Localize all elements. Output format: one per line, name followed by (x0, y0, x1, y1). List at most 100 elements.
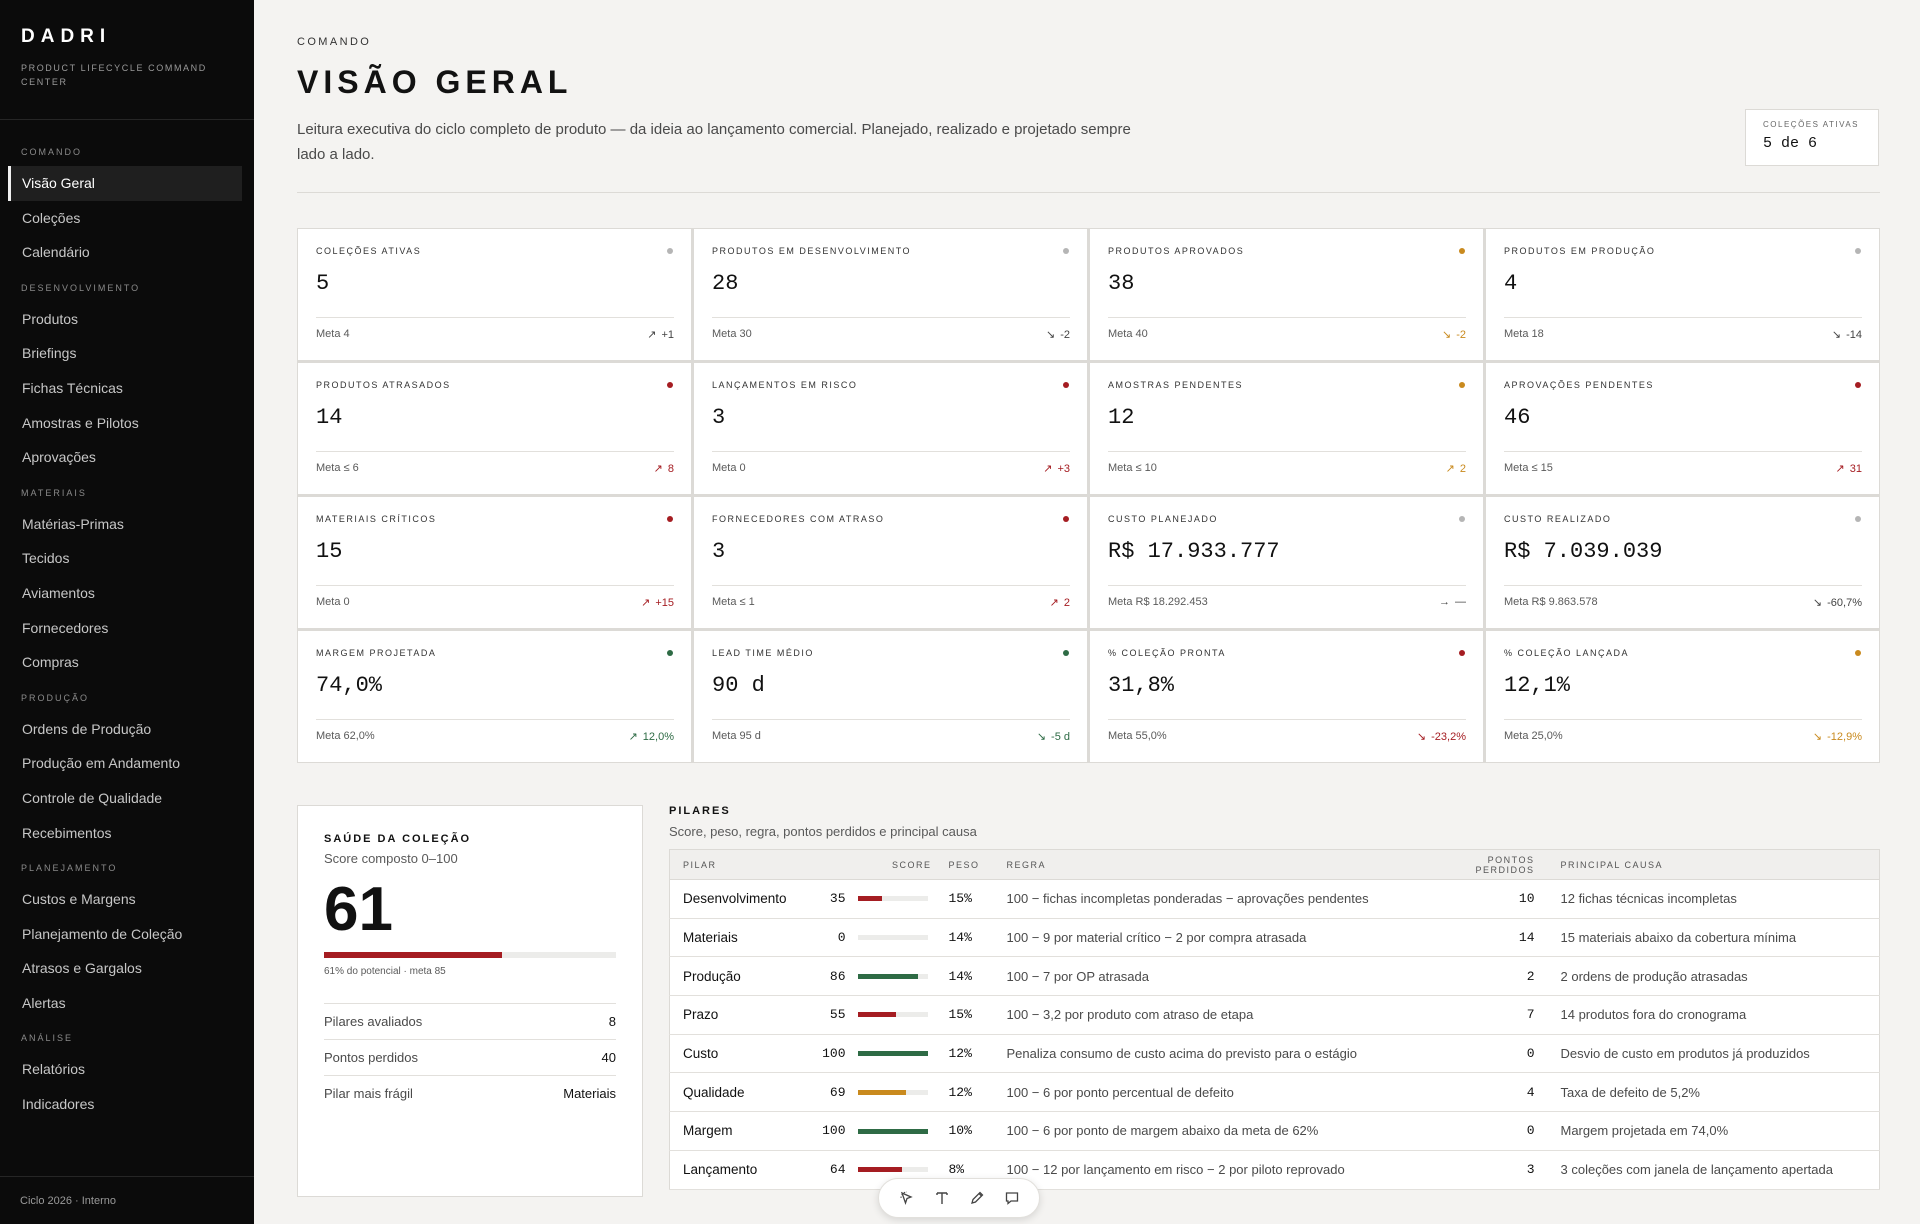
sidebar-item-tecidos[interactable]: Tecidos (22, 550, 70, 567)
sidebar-item-visao-geral[interactable]: Visão Geral (8, 166, 242, 201)
pillar-score-cell: 55 (804, 995, 936, 1035)
sidebar-item-compras[interactable]: Compras (22, 654, 79, 671)
kpi-label: CUSTO PLANEJADO (1108, 514, 1218, 524)
sidebar-item-alertas[interactable]: Alertas (22, 994, 66, 1011)
kpi-card-colecao-lancada[interactable]: % COLEÇÃO LANÇADA 12,1% Meta 25,0% ↘ -12,9% (1486, 631, 1879, 762)
pillar-row-materiais[interactable]: Materiais 0 14% 100 − 9 por material crític… (669, 918, 1880, 958)
trend-arrow-icon: ↗ (1445, 463, 1455, 475)
sidebar-item-briefings[interactable]: Briefings (22, 345, 77, 362)
kpi-card-colecoes-ativas[interactable]: COLEÇÕES ATIVAS 5 Meta 4 ↗ +1 (298, 229, 691, 360)
kpi-card-margem-projetada[interactable]: MARGEM PROJETADA 74,0% Meta 62,0% ↗ 12,0% (298, 631, 691, 762)
pillar-score-fill (857, 1012, 896, 1018)
sidebar-item-indicadores[interactable]: Indicadores (22, 1096, 95, 1113)
kpi-value: 12 (1108, 405, 1135, 430)
sidebar-item-atrasos-e-gargalos[interactable]: Atrasos e Gargalos (22, 960, 142, 977)
pillar-rule: 100 − 3,2 por produto com atraso de etap… (993, 995, 1414, 1035)
pillar-row-prazo[interactable]: Prazo 55 15% 100 − 3,2 por produto com atra… (669, 995, 1880, 1035)
sidebar-item-produtos[interactable]: Produtos (22, 310, 79, 327)
pillar-row-margem[interactable]: Margem 100 10% 100 − 6 por ponto de margem … (669, 1111, 1880, 1151)
trend-arrow-icon: ↗ (653, 463, 663, 475)
col-principal-causa[interactable]: PRINCIPAL CAUSA (1547, 849, 1880, 880)
kpi-card-fornecedores-com-atraso[interactable]: FORNECEDORES COM ATRASO 3 Meta ≤ 1 ↗ 2 (694, 497, 1087, 628)
pillar-score: 0 (837, 930, 846, 946)
col-pilar[interactable]: PILAR (669, 849, 805, 880)
sidebar-item-fichas-tecnicas[interactable]: Fichas Técnicas (22, 379, 123, 396)
pillar-score-fill (857, 1051, 928, 1057)
kpi-card-lead-time-medio[interactable]: LEAD TIME MÉDIO 90 d Meta 95 d ↘ -5 d (694, 631, 1087, 762)
trend-arrow-icon: ↘ (1416, 731, 1427, 743)
sidebar-item-aviamentos[interactable]: Aviamentos (22, 584, 95, 601)
kpi-label: APROVAÇÕES PENDENTES (1504, 380, 1654, 390)
brand-name[interactable]: DADRI (21, 26, 112, 47)
kpi-trend: ↘ -23,2% (1416, 730, 1466, 744)
pillar-row-producao[interactable]: Produção 86 14% 100 − 7 por OP atrasada 2 2 o… (669, 956, 1880, 997)
col-score[interactable]: SCORE (804, 849, 936, 880)
sidebar-item-materias-primas[interactable]: Matérias-Primas (22, 515, 124, 532)
pillar-row-lancamento[interactable]: Lançamento 64 8% 100 − 12 por lançamento em… (669, 1150, 1880, 1190)
pillar-row-qualidade[interactable]: Qualidade 69 12% 100 − 6 por ponto percentu… (669, 1072, 1880, 1113)
sidebar-item-fornecedores[interactable]: Fornecedores (22, 619, 109, 636)
kpi-card-materiais-criticos[interactable]: MATERIAIS CRÍTICOS 15 Meta 0 ↗ +15 (298, 497, 691, 628)
kpi-card-produtos-aprovados[interactable]: PRODUTOS APROVADOS 38 Meta 40 ↘ -2 (1090, 229, 1483, 360)
nav-section-title: COMANDO (21, 147, 82, 157)
status-dot-icon (667, 650, 673, 656)
sidebar-item-controle-de-qualidade[interactable]: Controle de Qualidade (22, 789, 163, 806)
kpi-card-custo-planejado[interactable]: CUSTO PLANEJADO R$ 17.933.777 Meta R$ 18.2… (1090, 497, 1483, 628)
status-dot-icon (1063, 650, 1069, 656)
kpi-card-aprovacoes-pendentes[interactable]: APROVAÇÕES PENDENTES 46 Meta ≤ 15 ↗ 31 (1486, 363, 1879, 494)
col-peso[interactable]: PESO (935, 849, 994, 880)
pillar-main-cause: Desvio de custo em produtos já produzido… (1547, 1034, 1880, 1074)
kpi-label: % COLEÇÃO PRONTA (1108, 648, 1226, 658)
sidebar-footer: Ciclo 2026 · Interno (0, 1176, 254, 1224)
kpi-card-produtos-em-desenvolvimento[interactable]: PRODUTOS EM DESENVOLVIMENTO 28 Meta 30 ↘ -2 (694, 229, 1087, 360)
kpi-card-produtos-em-producao[interactable]: PRODUTOS EM PRODUÇÃO 4 Meta 18 ↘ -14 (1486, 229, 1879, 360)
kpi-meta: Meta 18 (1504, 328, 1544, 340)
pen-icon[interactable] (965, 1186, 989, 1210)
col-regra[interactable]: REGRA (993, 849, 1414, 880)
trend-arrow-icon: ↘ (1442, 329, 1452, 341)
collection-health-card: SAÚDE DA COLEÇÃO Score composto 0–100 61… (297, 805, 643, 1197)
sidebar-item-calendario[interactable]: Calendário (22, 244, 90, 261)
pillar-row-desenvolvimento[interactable]: Desenvolvimento 35 15% 100 − fichas incompl… (669, 879, 1880, 919)
kpi-card-lancamentos-em-risco[interactable]: LANÇAMENTOS EM RISCO 3 Meta 0 ↗ +3 (694, 363, 1087, 494)
kpi-card-produtos-atrasados[interactable]: PRODUTOS ATRASADOS 14 Meta ≤ 6 ↗ 8 (298, 363, 691, 494)
floating-toolbar (878, 1178, 1040, 1218)
kpi-trend: ↗ +1 (647, 328, 674, 342)
pillar-score: 86 (829, 968, 846, 984)
pillar-name: Lançamento (669, 1150, 805, 1190)
kpi-delta: +3 (1057, 462, 1070, 475)
health-row-label: Pontos perdidos (324, 1050, 418, 1065)
sidebar-item-colecoes[interactable]: Coleções (22, 209, 81, 226)
sidebar-item-amostras-e-pilotos[interactable]: Amostras e Pilotos (22, 414, 139, 431)
sidebar-item-recebimentos[interactable]: Recebimentos (22, 824, 112, 841)
kpi-footer: Meta 55,0% ↘ -23,2% (1108, 719, 1466, 743)
col-pontos-perdidos[interactable]: PONTOS PERDIDOS (1413, 849, 1548, 880)
sidebar-nav: COMANDO Visão Geral Coleções Calendário DESE… (0, 120, 254, 1122)
pillar-weight: 14% (935, 918, 994, 958)
kpi-meta: Meta ≤ 6 (316, 462, 359, 474)
kpi-card-custo-realizado[interactable]: CUSTO REALIZADO R$ 7.039.039 Meta R$ 9.863… (1486, 497, 1879, 628)
pillar-score-bar (857, 1128, 928, 1134)
sidebar-item-ordens-de-producao[interactable]: Ordens de Produção (22, 720, 152, 737)
nav-section-analise: ANÁLISE Relatórios Indicadores (0, 1028, 254, 1121)
kpi-grid: COLEÇÕES ATIVAS 5 Meta 4 ↗ +1 PRODUTOS EM DES… (297, 228, 1880, 763)
kpi-card-colecao-pronta[interactable]: % COLEÇÃO PRONTA 31,8% Meta 55,0% ↘ -23,2% (1090, 631, 1483, 762)
sidebar-item-aprovacoes[interactable]: Aprovações (22, 449, 96, 466)
sidebar-item-custos-e-margens[interactable]: Custos e Margens (22, 891, 136, 908)
trend-arrow-icon: ↘ (1812, 597, 1823, 609)
kpi-card-amostras-pendentes[interactable]: AMOSTRAS PENDENTES 12 Meta ≤ 10 ↗ 2 (1090, 363, 1483, 494)
comment-icon[interactable] (1000, 1186, 1024, 1210)
kpi-delta: -60,7% (1827, 596, 1862, 609)
pillar-row-custo[interactable]: Custo 100 12% Penaliza consumo de custo aci… (669, 1034, 1880, 1074)
select-icon[interactable] (895, 1186, 919, 1210)
sidebar-item-relatorios[interactable]: Relatórios (22, 1061, 86, 1078)
nav-section-desenvolvimento: DESENVOLVIMENTO Produtos Briefings Fichas T… (0, 278, 254, 475)
kpi-label: COLEÇÕES ATIVAS (316, 246, 422, 256)
kpi-footer: Meta 0 ↗ +3 (712, 451, 1070, 475)
pillar-score: 69 (829, 1084, 846, 1100)
kpi-value: 3 (712, 405, 726, 430)
sidebar-item-producao-em-andamento[interactable]: Produção em Andamento (22, 755, 180, 772)
text-icon[interactable] (930, 1186, 954, 1210)
pillar-lost-points: 2 (1413, 956, 1548, 997)
sidebar-item-planejamento-de-colecao[interactable]: Planejamento de Coleção (22, 925, 183, 942)
